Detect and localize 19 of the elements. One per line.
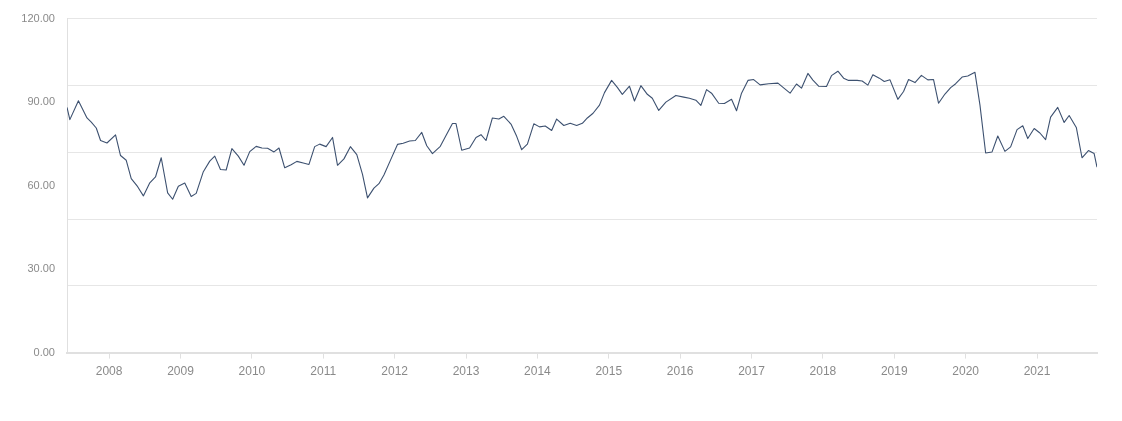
x-tick-label: 2013 — [452, 364, 480, 379]
x-tick-label: 2014 — [524, 364, 552, 379]
y-tick-label: 120.00 — [21, 11, 55, 24]
x-tick-label: 2009 — [167, 364, 195, 379]
x-tick-label: 2018 — [809, 364, 837, 379]
x-tick-label: 2010 — [238, 364, 266, 379]
y-tick-label: 30.00 — [27, 262, 55, 275]
x-tick-label: 2017 — [738, 364, 766, 379]
y-tick-label: 90.00 — [27, 95, 55, 108]
x-tick-label: 2020 — [952, 364, 980, 379]
x-tick-label: 2008 — [95, 364, 123, 379]
x-tick-label: 2011 — [310, 364, 337, 379]
y-tick-label: 60.00 — [27, 178, 55, 191]
y-tick-label: 0.00 — [33, 345, 55, 358]
x-tick-label: 2015 — [595, 364, 623, 379]
x-tick-label: 2019 — [880, 364, 908, 379]
x-tick-label: 2021 — [1023, 364, 1051, 379]
x-tick-label: 2012 — [381, 364, 409, 379]
x-tick-label: 2016 — [666, 364, 694, 379]
